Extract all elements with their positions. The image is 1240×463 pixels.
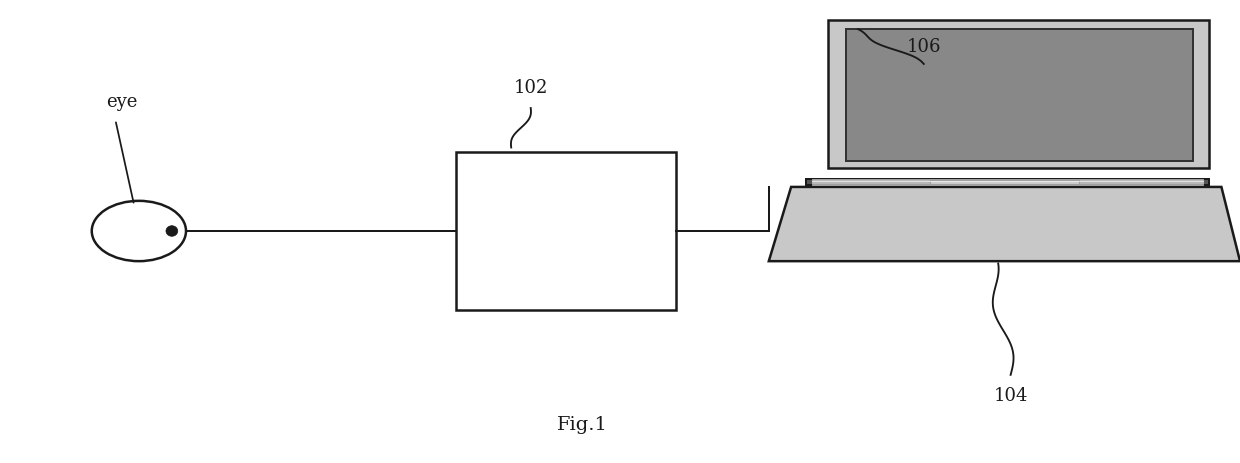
Text: Fig.1: Fig.1 (557, 415, 609, 433)
FancyBboxPatch shape (456, 153, 676, 310)
Text: 104: 104 (993, 387, 1028, 405)
Polygon shape (828, 21, 1209, 169)
FancyBboxPatch shape (930, 181, 1079, 185)
Polygon shape (806, 180, 1209, 185)
Text: eye: eye (105, 93, 138, 111)
Text: 106: 106 (906, 38, 941, 56)
Text: 102: 102 (513, 79, 548, 97)
Ellipse shape (166, 226, 177, 237)
Polygon shape (846, 30, 1193, 162)
Polygon shape (769, 188, 1240, 262)
